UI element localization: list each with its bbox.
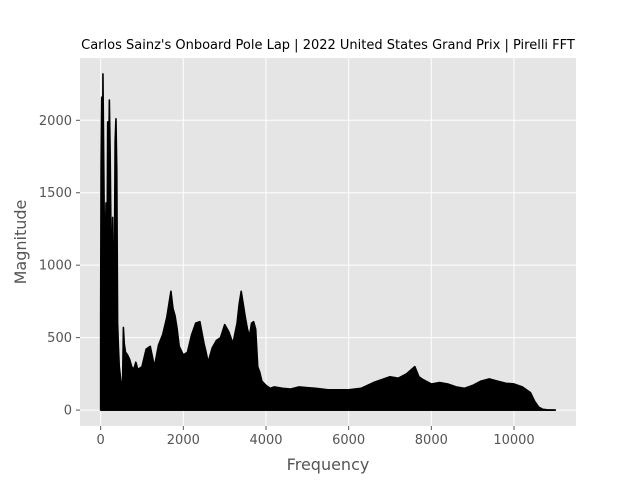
x-tick-label: 2000 <box>167 433 200 448</box>
y-axis-ticks: 0 500 1000 1500 2000 <box>39 114 80 419</box>
y-tick-label: 0 <box>64 404 72 419</box>
x-axis-label: Frequency <box>287 455 370 474</box>
x-tick-label: 8000 <box>415 433 448 448</box>
fft-magnitude-series <box>99 73 557 411</box>
y-axis-label: Magnitude <box>11 200 30 285</box>
y-tick-label: 2000 <box>39 114 72 129</box>
x-tick-label: 4000 <box>249 433 282 448</box>
y-tick-label: 1500 <box>39 186 72 201</box>
x-tick-label: 0 <box>97 433 105 448</box>
y-tick-label: 1000 <box>39 259 72 274</box>
x-tick-label: 6000 <box>332 433 365 448</box>
x-axis-ticks: 0 2000 4000 6000 8000 10000 <box>97 426 535 448</box>
data-layer <box>99 73 557 411</box>
x-tick-label: 10000 <box>493 433 534 448</box>
y-tick-label: 500 <box>47 331 72 346</box>
chart-title: Carlos Sainz's Onboard Pole Lap | 2022 U… <box>81 38 575 53</box>
